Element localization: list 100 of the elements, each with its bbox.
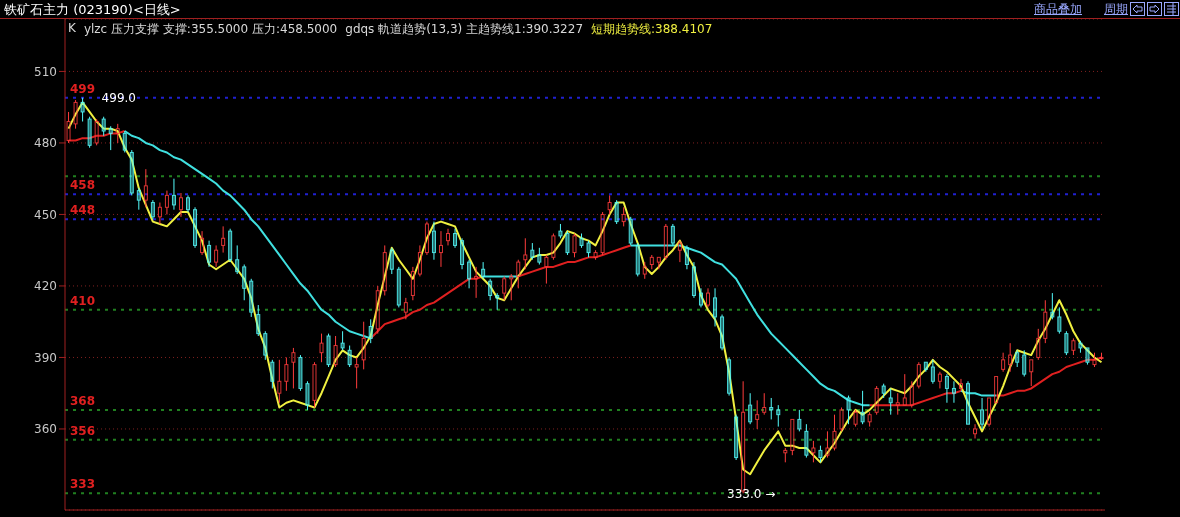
ref-line-label: 448	[70, 203, 96, 218]
candlestick	[874, 385, 879, 416]
candlestick	[438, 230, 443, 268]
candlestick	[1022, 349, 1027, 378]
candlestick	[326, 333, 331, 368]
candlestick	[495, 292, 500, 311]
candlestick	[1015, 349, 1020, 368]
y-tick-label: 360	[34, 422, 57, 437]
candlestick	[958, 378, 963, 392]
candlestick	[467, 259, 472, 289]
annotation: K	[68, 21, 76, 37]
candlestick	[319, 333, 324, 363]
candlestick	[193, 206, 198, 249]
candlestick	[214, 244, 219, 268]
candlestick	[249, 278, 254, 318]
candlestick	[684, 244, 689, 270]
ref-line-label: 333	[70, 477, 96, 492]
candlestick	[340, 330, 345, 351]
ref-line-label: 368	[70, 393, 96, 408]
candlestick	[157, 202, 162, 225]
candlestick	[670, 223, 675, 246]
candlestick	[635, 242, 640, 277]
candlestick	[333, 335, 338, 368]
candlestick	[305, 380, 310, 411]
candlestick	[867, 411, 872, 428]
candlestick	[614, 199, 619, 225]
candlestick	[481, 261, 486, 280]
candlestick	[228, 228, 233, 263]
candlestick	[783, 447, 788, 463]
candlestick	[242, 264, 247, 301]
candlestick	[937, 371, 942, 389]
candlestick	[530, 242, 535, 261]
candlestick	[565, 230, 570, 256]
candlestick	[825, 430, 830, 459]
candlestick	[769, 397, 774, 420]
candlestick	[122, 130, 127, 153]
candlestick	[663, 223, 668, 261]
candlestick	[389, 247, 394, 275]
candlestick	[361, 321, 366, 370]
candlestick	[713, 287, 718, 327]
y-tick-label: 390	[34, 350, 57, 365]
candlestick	[178, 192, 183, 218]
candlestick	[677, 240, 682, 263]
candlestick	[691, 261, 696, 299]
candlestick	[1078, 340, 1083, 354]
candlestick	[755, 399, 760, 430]
annotation: ylzc 压力支撑 支撑:355.5000 压力:458.5000	[83, 21, 338, 38]
y-tick-label: 510	[34, 64, 57, 79]
candlestick	[235, 244, 240, 275]
annotation: 短期趋势线:388.4107	[591, 21, 713, 38]
candlestick	[895, 392, 900, 416]
candlestick	[1064, 330, 1069, 356]
candlestick	[853, 409, 858, 428]
candlestick	[66, 111, 71, 144]
candlestick	[298, 354, 303, 392]
candlestick	[431, 221, 436, 261]
candlestick	[727, 356, 732, 397]
candlestick	[256, 304, 261, 337]
candlestick	[207, 240, 212, 268]
candlestick	[221, 225, 226, 254]
ref-line-label: 458	[70, 178, 96, 193]
candlestick	[980, 397, 985, 430]
candlestick	[171, 178, 176, 211]
candlestick	[410, 266, 415, 301]
candlestick	[748, 392, 753, 425]
candlestick	[881, 383, 886, 399]
candlestick	[544, 254, 549, 285]
candlestick	[417, 244, 422, 277]
candlestick	[424, 221, 429, 256]
candlestick	[762, 392, 767, 416]
candlestick	[460, 237, 465, 270]
y-tick-label: 480	[34, 136, 57, 151]
candlestick	[734, 414, 739, 461]
annotation: 333.0 →	[727, 486, 776, 501]
candlestick	[453, 228, 458, 249]
candlestick	[888, 387, 893, 416]
candlestick	[509, 273, 514, 301]
candlestick	[797, 409, 802, 432]
candlestick	[944, 373, 949, 404]
candlestick	[593, 249, 598, 261]
candlestick	[1001, 352, 1006, 373]
y-tick-label: 450	[34, 207, 57, 222]
candlestick	[628, 216, 633, 246]
candlestick	[136, 187, 141, 211]
candlestick	[804, 423, 809, 459]
candlestick	[277, 359, 282, 404]
candlestick	[706, 287, 711, 308]
candlestick	[1036, 328, 1041, 361]
candlestick	[101, 116, 106, 137]
candlestick	[846, 395, 851, 425]
ref-line-label: 356	[70, 423, 96, 438]
candlestick	[354, 356, 359, 389]
candlestick	[396, 266, 401, 308]
candlestick	[488, 278, 493, 301]
candlestick	[930, 359, 935, 385]
ref-line-label: 499	[70, 81, 96, 96]
text: 商品叠加	[1034, 1, 1082, 18]
candlestick	[200, 230, 205, 256]
ref-line-label: 410	[70, 293, 96, 308]
candlestick	[87, 116, 92, 149]
